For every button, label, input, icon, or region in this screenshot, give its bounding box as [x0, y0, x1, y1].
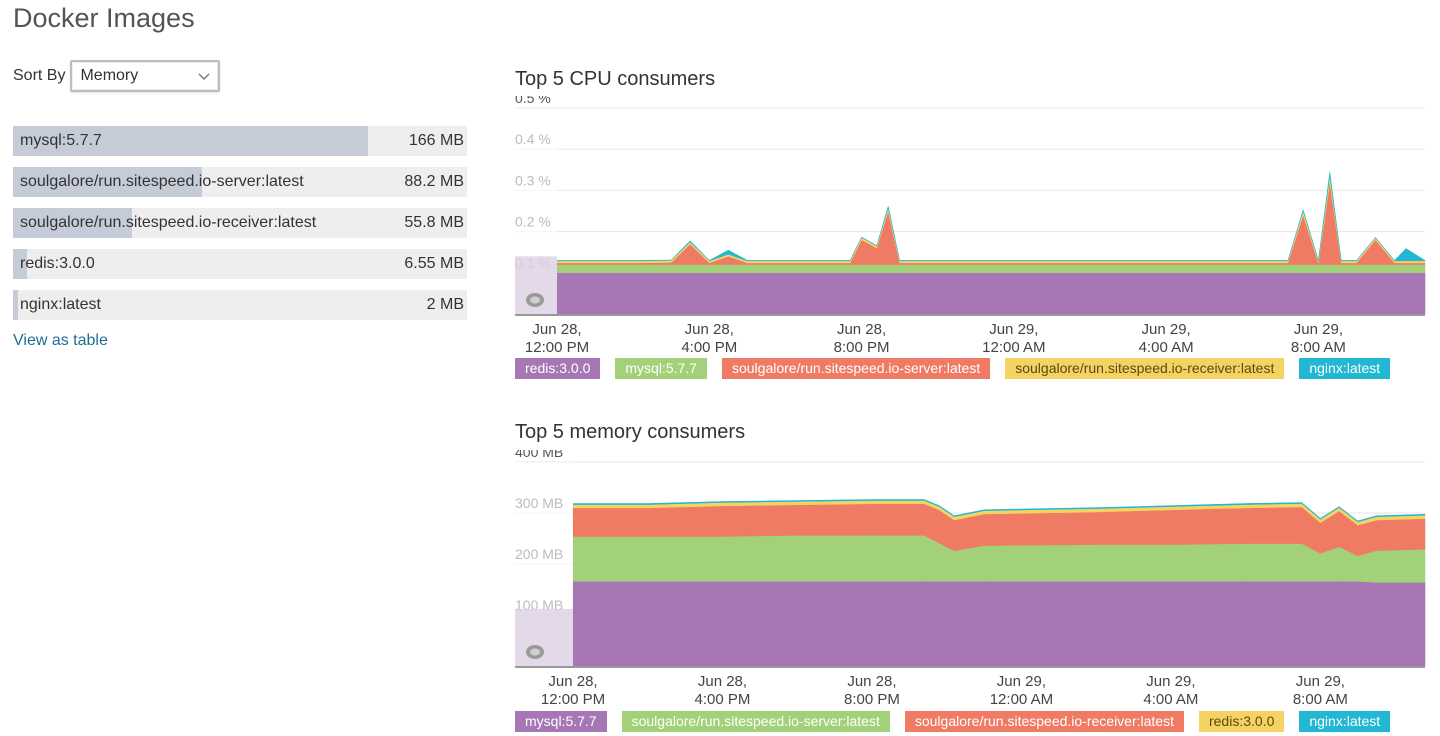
legend-item[interactable]: mysql:5.7.7 — [615, 358, 707, 379]
sort-by-label: Sort By — [13, 67, 66, 84]
image-bar-fill — [13, 249, 28, 279]
x-tick-label: Jun 29, — [997, 673, 1046, 690]
cpu-chart-legend: redis:3.0.0 mysql:5.7.7 soulgalore/run.sit… — [515, 358, 1405, 379]
x-tick-label: 8:00 PM — [844, 691, 900, 706]
image-memory-value: 88.2 MB — [404, 173, 464, 190]
image-bar-list: mysql:5.7.7 166 MB soulgalore/run.sitesp… — [13, 126, 467, 331]
image-memory-value: 166 MB — [408, 132, 464, 149]
image-name: redis:3.0.0 — [20, 255, 95, 272]
image-name: soulgalore/run.sitespeed.io-server:lates… — [20, 173, 304, 190]
cpu-chart: 0.1 %0.2 %0.3 %0.4 %0.5 %Jun 28,12:00 PM… — [515, 96, 1426, 352]
series-area — [556, 171, 1426, 262]
image-bar-fill — [13, 126, 369, 156]
legend-item[interactable]: soulgalore/run.sitespeed.io-receiver:lat… — [904, 711, 1184, 732]
x-tick-label: Jun 29, — [1294, 321, 1343, 338]
image-bar-fill — [13, 290, 18, 320]
page-title: Docker Images — [13, 3, 195, 33]
view-as-table-link[interactable]: View as table — [13, 332, 108, 349]
chevron-down-icon — [198, 73, 210, 80]
image-bar-row[interactable]: soulgalore/run.sitespeed.io-receiver:lat… — [13, 208, 467, 238]
image-memory-value: 55.8 MB — [404, 214, 464, 231]
x-tick-label: Jun 28, — [548, 673, 597, 690]
image-memory-value: 2 MB — [426, 296, 464, 313]
sort-control: Sort By Memory — [13, 59, 221, 93]
series-area — [556, 264, 1426, 274]
image-name: soulgalore/run.sitespeed.io-receiver:lat… — [20, 214, 317, 231]
image-name: nginx:latest — [20, 296, 101, 313]
legend-item[interactable]: soulgalore/run.sitespeed.io-server:lates… — [621, 711, 890, 732]
sort-by-select[interactable]: Memory — [70, 60, 221, 92]
series-area — [572, 499, 1426, 523]
x-tick-label: Jun 29, — [1142, 321, 1191, 338]
image-bar-row[interactable]: redis:3.0.0 6.55 MB — [13, 249, 467, 279]
y-tick-label: 400 MB — [515, 450, 563, 460]
range-selection-shade — [515, 608, 573, 666]
x-tick-label: Jun 28, — [847, 673, 896, 690]
legend-item[interactable]: soulgalore/run.sitespeed.io-receiver:lat… — [1005, 358, 1285, 379]
legend-item[interactable]: mysql:5.7.7 — [515, 711, 607, 732]
image-bar-row[interactable]: nginx:latest 2 MB — [13, 290, 467, 320]
x-tick-label: 8:00 PM — [834, 339, 890, 352]
x-tick-label: 12:00 AM — [990, 691, 1053, 706]
memory-chart-title: Top 5 memory consumers — [515, 421, 746, 443]
y-tick-label: 0.5 % — [515, 96, 551, 106]
x-tick-label: Jun 28, — [698, 673, 747, 690]
x-tick-label: 8:00 AM — [1291, 339, 1346, 352]
series-area — [572, 581, 1426, 667]
x-tick-label: 12:00 PM — [525, 339, 589, 352]
image-bar-fill — [13, 167, 202, 197]
sort-by-value: Memory — [80, 67, 139, 84]
legend-item[interactable]: nginx:latest — [1299, 711, 1391, 732]
series-area — [556, 182, 1426, 265]
memory-chart-legend: mysql:5.7.7 soulgalore/run.sitespeed.io-s… — [515, 711, 1405, 732]
x-tick-label: 4:00 PM — [681, 339, 737, 352]
legend-item[interactable]: nginx:latest — [1299, 358, 1391, 379]
x-tick-label: 4:00 AM — [1143, 691, 1198, 706]
x-tick-label: Jun 28, — [685, 321, 734, 338]
x-tick-label: 12:00 AM — [982, 339, 1045, 352]
x-tick-label: Jun 29, — [989, 321, 1038, 338]
image-bar-fill — [13, 208, 133, 238]
legend-item[interactable]: soulgalore/run.sitespeed.io-server:lates… — [721, 358, 991, 379]
image-memory-value: 6.55 MB — [404, 255, 464, 272]
cpu-chart-title: Top 5 CPU consumers — [515, 68, 716, 90]
image-name: mysql:5.7.7 — [20, 132, 102, 149]
image-bar-row[interactable]: soulgalore/run.sitespeed.io-server:lates… — [13, 167, 467, 197]
x-tick-label: Jun 28, — [532, 321, 581, 338]
legend-item[interactable]: redis:3.0.0 — [515, 358, 601, 379]
x-tick-label: 4:00 PM — [695, 691, 751, 706]
range-handle-inner — [530, 648, 540, 656]
image-bar-row[interactable]: mysql:5.7.7 166 MB — [13, 126, 467, 156]
series-area — [556, 272, 1426, 315]
x-tick-label: Jun 29, — [1146, 673, 1195, 690]
x-tick-label: 4:00 AM — [1139, 339, 1194, 352]
x-tick-label: Jun 29, — [1296, 673, 1345, 690]
x-tick-label: 12:00 PM — [541, 691, 605, 706]
x-tick-label: 8:00 AM — [1293, 691, 1348, 706]
range-handle-inner — [530, 296, 540, 304]
x-tick-label: Jun 28, — [837, 321, 886, 338]
legend-item[interactable]: redis:3.0.0 — [1198, 711, 1285, 732]
